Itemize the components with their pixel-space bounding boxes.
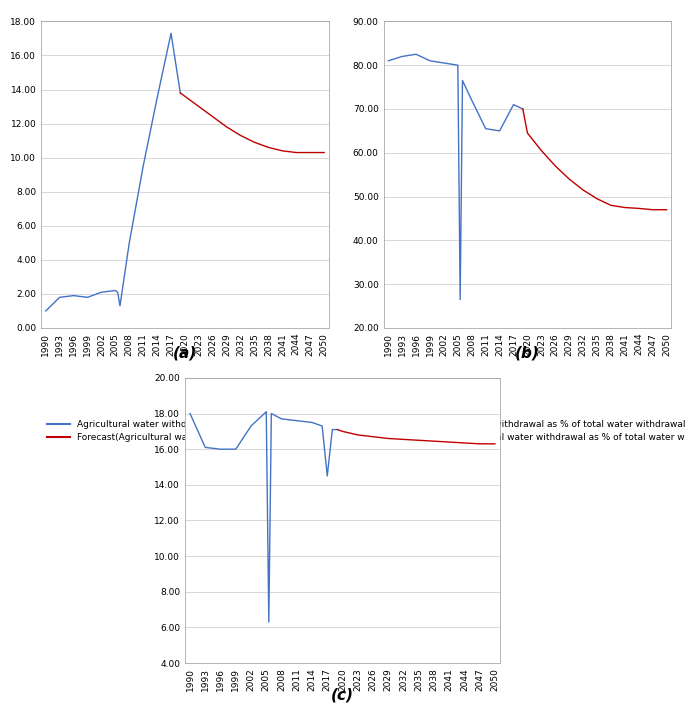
Municipal water withdrawal as % of total withdrawal [216, 445, 225, 453]
Municipal water withdrawal as % of total withdrawal [247, 421, 255, 430]
Forecast(Agricultural water withdrawal as % of total water withdrawal) [251, 138, 259, 147]
Forecast(Agricultural water withdrawal as % of total water withdrawal) [306, 148, 314, 157]
Industrial water withdrawal as % of total water withdrawal [519, 105, 527, 113]
Industrial water withdrawal as % of total water withdrawal [458, 76, 466, 85]
Industrial water withdrawal as % of total water withdrawal [514, 103, 522, 111]
Forecast(Municipal water withdrawal as % of total withdrawal) [491, 439, 499, 448]
Agricultural water withdrawal as % of total water withdrawal [111, 286, 119, 294]
Forecast(Industrial water withdrawal as % of total water withdrawal) [551, 162, 560, 170]
Industrial water withdrawal as % of total water withdrawal [412, 50, 420, 58]
Agricultural water withdrawal as % of total water withdrawal [42, 307, 50, 315]
Agricultural water withdrawal as % of total water withdrawal [139, 162, 147, 170]
Municipal water withdrawal as % of total withdrawal [292, 416, 301, 425]
Forecast(Agricultural water withdrawal as % of total water withdrawal) [292, 148, 301, 157]
Forecast(Municipal water withdrawal as % of total withdrawal) [338, 427, 347, 436]
Agricultural water withdrawal as % of total water withdrawal [69, 292, 77, 300]
Industrial water withdrawal as % of total water withdrawal [510, 101, 518, 109]
Forecast(Agricultural water withdrawal as % of total water withdrawal) [209, 113, 217, 121]
Municipal water withdrawal as % of total withdrawal [308, 418, 316, 426]
Agricultural water withdrawal as % of total water withdrawal [167, 29, 175, 38]
Forecast(Municipal water withdrawal as % of total withdrawal) [445, 438, 453, 446]
Forecast(Industrial water withdrawal as % of total water withdrawal) [607, 201, 615, 210]
Forecast(Industrial water withdrawal as % of total water withdrawal) [621, 203, 629, 212]
Municipal water withdrawal as % of total withdrawal [334, 425, 342, 434]
Municipal water withdrawal as % of total withdrawal [232, 445, 240, 453]
Industrial water withdrawal as % of total water withdrawal [453, 61, 462, 69]
Agricultural water withdrawal as % of total water withdrawal [176, 88, 184, 97]
Forecast(Industrial water withdrawal as % of total water withdrawal) [649, 205, 657, 214]
Line: Forecast(Municipal water withdrawal as % of total withdrawal): Forecast(Municipal water withdrawal as %… [338, 429, 495, 443]
Forecast(Industrial water withdrawal as % of total water withdrawal) [662, 205, 671, 214]
Forecast(Agricultural water withdrawal as % of total water withdrawal) [264, 143, 273, 152]
Forecast(Municipal water withdrawal as % of total withdrawal) [369, 432, 377, 441]
Industrial water withdrawal as % of total water withdrawal [426, 56, 434, 65]
Text: (a): (a) [173, 345, 197, 361]
Agricultural water withdrawal as % of total water withdrawal [114, 288, 122, 297]
Forecast(Municipal water withdrawal as % of total withdrawal) [353, 431, 362, 439]
Agricultural water withdrawal as % of total water withdrawal [153, 94, 161, 103]
Text: (c): (c) [331, 687, 354, 703]
Agricultural water withdrawal as % of total water withdrawal [84, 293, 92, 302]
Forecast(Municipal water withdrawal as % of total withdrawal) [475, 439, 484, 448]
Agricultural water withdrawal as % of total water withdrawal [116, 302, 124, 310]
Forecast(Municipal water withdrawal as % of total withdrawal) [399, 435, 408, 443]
Municipal water withdrawal as % of total withdrawal [186, 409, 194, 418]
Municipal water withdrawal as % of total withdrawal [264, 617, 273, 627]
Industrial water withdrawal as % of total water withdrawal [384, 56, 393, 65]
Municipal water withdrawal as % of total withdrawal [323, 472, 332, 481]
Line: Agricultural water withdrawal as % of total water withdrawal: Agricultural water withdrawal as % of to… [46, 34, 180, 311]
Forecast(Industrial water withdrawal as % of total water withdrawal) [593, 195, 601, 203]
Forecast(Industrial water withdrawal as % of total water withdrawal) [537, 146, 545, 155]
Agricultural water withdrawal as % of total water withdrawal [125, 239, 134, 247]
Municipal water withdrawal as % of total withdrawal [318, 421, 326, 430]
Municipal water withdrawal as % of total withdrawal [277, 415, 286, 424]
Forecast(Industrial water withdrawal as % of total water withdrawal) [635, 204, 643, 212]
Text: (b): (b) [515, 345, 540, 361]
Legend: Industrial water withdrawal as % of total water withdrawal, Forecast(Industrial : Industrial water withdrawal as % of tota… [388, 419, 685, 443]
Agricultural water withdrawal as % of total water withdrawal [55, 293, 64, 302]
Line: Forecast(Agricultural water withdrawal as % of total water withdrawal): Forecast(Agricultural water withdrawal a… [180, 93, 324, 153]
Forecast(Industrial water withdrawal as % of total water withdrawal) [579, 186, 587, 195]
Forecast(Agricultural water withdrawal as % of total water withdrawal) [278, 147, 286, 155]
Line: Industrial water withdrawal as % of total water withdrawal: Industrial water withdrawal as % of tota… [388, 54, 523, 299]
Forecast(Industrial water withdrawal as % of total water withdrawal) [519, 105, 527, 113]
Forecast(Agricultural water withdrawal as % of total water withdrawal) [176, 88, 184, 97]
Forecast(Industrial water withdrawal as % of total water withdrawal) [523, 129, 532, 138]
Industrial water withdrawal as % of total water withdrawal [482, 124, 490, 133]
Municipal water withdrawal as % of total withdrawal [201, 443, 210, 452]
Industrial water withdrawal as % of total water withdrawal [456, 295, 464, 304]
Line: Municipal water withdrawal as % of total withdrawal: Municipal water withdrawal as % of total… [190, 412, 338, 622]
Legend: Agricultural water withdrawal as % of total water withdrawal, Forecast(Agricultu: Agricultural water withdrawal as % of to… [46, 419, 400, 443]
Industrial water withdrawal as % of total water withdrawal [495, 127, 503, 135]
Forecast(Municipal water withdrawal as % of total withdrawal) [384, 434, 393, 443]
Municipal water withdrawal as % of total withdrawal [262, 408, 271, 416]
Forecast(Municipal water withdrawal as % of total withdrawal) [430, 437, 438, 446]
Forecast(Industrial water withdrawal as % of total water withdrawal) [565, 175, 573, 183]
Forecast(Agricultural water withdrawal as % of total water withdrawal) [320, 148, 328, 157]
Forecast(Agricultural water withdrawal as % of total water withdrawal) [223, 123, 231, 131]
Forecast(Municipal water withdrawal as % of total withdrawal) [414, 436, 423, 445]
Forecast(Agricultural water withdrawal as % of total water withdrawal) [195, 102, 203, 111]
Industrial water withdrawal as % of total water withdrawal [468, 96, 476, 105]
Industrial water withdrawal as % of total water withdrawal [440, 58, 448, 67]
Line: Forecast(Industrial water withdrawal as % of total water withdrawal): Forecast(Industrial water withdrawal as … [523, 109, 667, 210]
Municipal water withdrawal as % of total withdrawal [328, 425, 336, 434]
Industrial water withdrawal as % of total water withdrawal [398, 52, 406, 61]
Forecast(Agricultural water withdrawal as % of total water withdrawal) [236, 131, 245, 140]
Agricultural water withdrawal as % of total water withdrawal [97, 288, 105, 297]
Forecast(Municipal water withdrawal as % of total withdrawal) [334, 425, 342, 434]
Municipal water withdrawal as % of total withdrawal [267, 409, 275, 418]
Forecast(Municipal water withdrawal as % of total withdrawal) [460, 438, 469, 447]
